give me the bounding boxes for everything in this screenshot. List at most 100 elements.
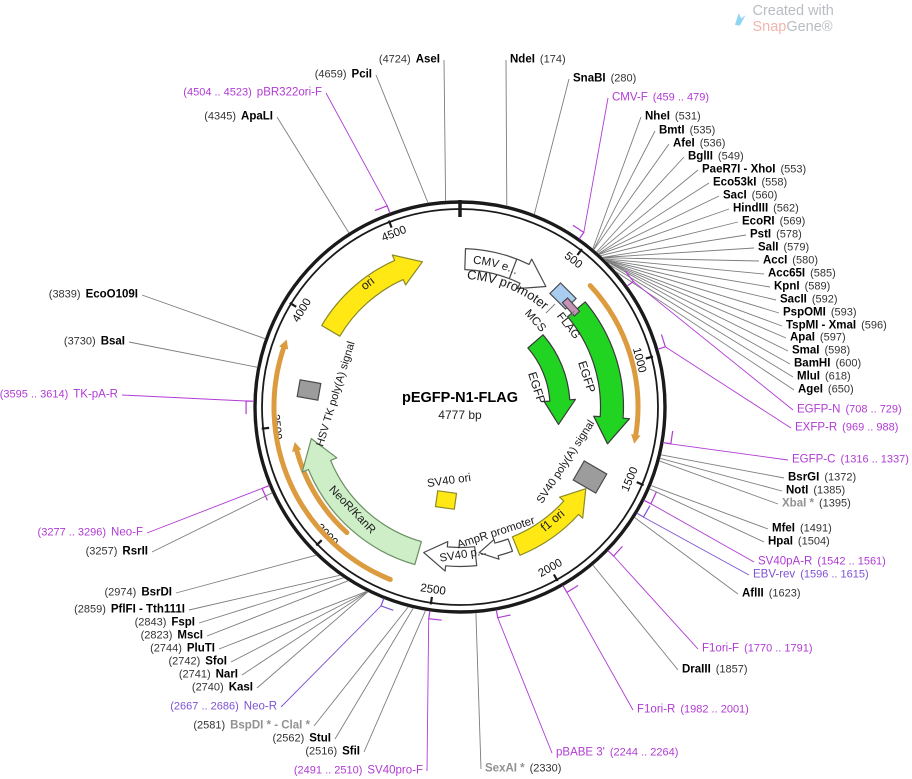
enzyme-leader-line [605, 260, 783, 327]
watermark-text: Created with SnapGene® [752, 3, 834, 35]
tick-label: 2000 [536, 557, 564, 580]
feature-divider [508, 258, 518, 279]
enzyme-leader-line [505, 59, 508, 206]
enzyme-leader-line [375, 74, 429, 204]
feature-flag-box [561, 297, 581, 317]
feature-cmv-promoter-arrow [464, 248, 547, 290]
primer-leader-line [665, 346, 792, 429]
enzyme-leader-line [598, 195, 720, 255]
enzyme-leader-line [602, 247, 755, 258]
primer-leader-line [426, 618, 430, 772]
primer-leader-line [650, 503, 755, 563]
tick-mark [289, 301, 297, 308]
snapgene-watermark: Created with SnapGene® [733, 3, 912, 35]
tick-mark [552, 573, 559, 582]
primer-leader-line [566, 592, 634, 711]
enzyme-leader-line [604, 259, 777, 301]
enzyme-leader-line [593, 143, 670, 250]
feature-f1-ori-arrow [511, 488, 587, 556]
enzyme-leader-line [593, 130, 656, 250]
primer-leader-line [643, 516, 750, 576]
enzyme-leader-line [188, 574, 341, 611]
enzyme-leader-line [602, 234, 747, 258]
enzyme-leader-line [151, 492, 273, 553]
enzyme-leader-line [602, 257, 760, 262]
orf-arc-left-inner [294, 448, 350, 536]
enzyme-leader-line [141, 294, 266, 340]
enzyme-leader-line [475, 612, 482, 770]
enzyme-leader-line [659, 460, 779, 505]
enzyme-leader-line [634, 517, 739, 595]
tick-mark [387, 220, 393, 228]
enzyme-leader-line [606, 261, 791, 365]
tick-label: 2500 [419, 582, 446, 598]
tick-mark [576, 248, 583, 256]
snapgene-logo-icon [734, 12, 746, 26]
enzyme-leader-line [230, 591, 368, 663]
enzyme-leader-line [605, 259, 780, 314]
primer-site-bracket [374, 205, 391, 214]
enzyme-leader-line [598, 182, 710, 255]
primer-site-bracket [657, 334, 667, 350]
primer-leader-line [583, 97, 609, 233]
enzyme-leader-line [175, 554, 317, 594]
primer-site-bracket [495, 609, 511, 619]
plasmid-title-block: pEGFP-N1-FLAG 4777 bp [360, 390, 560, 422]
orf-arc-right [587, 283, 641, 438]
primer-site-bracket [245, 400, 255, 415]
enzyme-leader-line [206, 580, 349, 637]
orf-arc-right-head [631, 434, 641, 444]
tick-mark [636, 481, 645, 487]
feature-label: HSV TK poly(A) signal [314, 340, 357, 448]
feature-neor-kanr-arrow [301, 438, 422, 566]
primer-leader-line [280, 605, 382, 708]
feature-sv40-ori-box [434, 490, 458, 510]
enzyme-leader-line [276, 116, 350, 234]
tick-label: 500 [562, 250, 585, 271]
plasmid-name: pEGFP-N1-FLAG [402, 390, 518, 406]
enzyme-leader-line [241, 591, 368, 676]
enzyme-leader-line [650, 485, 769, 530]
enzyme-leader-line [592, 564, 679, 671]
enzyme-leader-line [603, 258, 765, 275]
primer-leader-line [146, 487, 263, 534]
primer-leader-line [670, 443, 789, 461]
feature-egfp-outer-arrow [567, 301, 631, 445]
enzyme-leader-line [596, 156, 685, 253]
plasmid-size: 4777 bp [438, 408, 482, 422]
enzyme-leader-line [597, 169, 699, 254]
feature-label: MCS [522, 308, 548, 335]
enzyme-leader-line [313, 606, 409, 727]
orf-arc-left-inner-head [292, 442, 302, 452]
tick-mark [315, 539, 323, 547]
feature-sv40-promoter-arrow [423, 541, 478, 572]
tick-mark [261, 426, 270, 430]
feature-label: SV40 ori [426, 472, 471, 490]
primer-site-bracket [261, 484, 270, 501]
primer-leader-line [497, 617, 553, 754]
enzyme-leader-line [659, 457, 783, 492]
enzyme-leader-line [605, 260, 787, 339]
enzyme-leader-line [198, 577, 344, 624]
feature-egfp-inner-arrow [527, 334, 576, 425]
tick-label: 1500 [620, 465, 641, 493]
enzyme-leader-line [600, 221, 739, 257]
enzyme-leader-line [443, 59, 447, 202]
feature-hsv-tk-polya-box [296, 379, 322, 401]
enzyme-leader-line [592, 116, 642, 250]
enzyme-leader-line [256, 591, 369, 689]
orf-arc-left-outer [271, 345, 393, 582]
label-connector [569, 310, 575, 319]
primer-site-bracket [562, 584, 579, 594]
feature-ampr-promoter-arrow [478, 538, 514, 560]
tick-label: 4500 [380, 224, 408, 244]
tick-mark [429, 596, 433, 605]
enzyme-leader-line [218, 590, 368, 650]
feature-sv40-polya-box [572, 460, 608, 494]
primer-leader-line [121, 394, 247, 402]
primer-leader-line [613, 555, 699, 650]
primer-leader-line [325, 92, 388, 207]
enzyme-leader-line [533, 78, 570, 215]
